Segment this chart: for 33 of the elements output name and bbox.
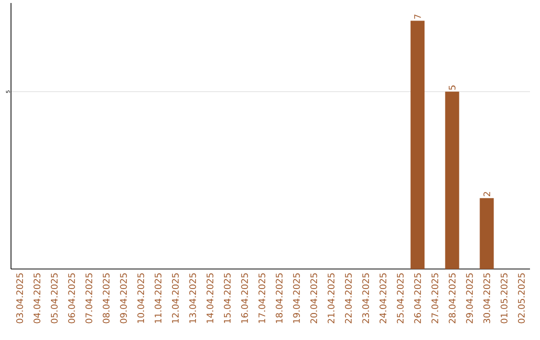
x-tick-label: 17.04.2025 [258,273,266,323]
x-tick-label: 13.04.2025 [189,273,196,323]
x-tick-label: 29.04.2025 [466,273,473,324]
x-tick-label: 24.04.2025 [380,273,386,324]
x-tick-label: 01.05.2025 [500,273,508,324]
x-tick-label: 23.04.2025 [362,273,370,324]
x-tick-label: 12.04.2025 [172,273,179,323]
x-tick-label: 20.04.2025 [310,273,318,324]
x-tick-label: 28.04.2025 [448,273,456,324]
x-tick-label: 08.04.2025 [102,273,110,324]
x-tick-label: 22.04.2025 [344,273,352,324]
data-label: 5 [448,86,456,90]
x-tick-label: 16.04.2025 [241,273,248,323]
x-tick-label: 09.04.2025 [120,273,127,324]
x-tick-label: 03.04.2025 [16,273,24,324]
data-label: 7 [414,14,421,19]
x-tick-label: 11.04.2025 [154,273,162,323]
x-tick-label: 19.04.2025 [293,273,300,323]
x-tick-label: 06.04.2025 [68,273,75,324]
x-tick-label: 30.04.2025 [483,273,490,324]
x-tick-label: 10.04.2025 [137,273,144,323]
x-tick-label: 25.04.2025 [396,273,404,324]
x-tick-label: 18.04.2025 [276,273,283,323]
x-tick-label: 14.04.2025 [206,273,214,323]
x-tick-label: 15.04.2025 [224,273,231,323]
x-tick-label: 05.04.2025 [50,273,58,324]
x-tick-label: 21.04.2025 [328,273,334,324]
x-tick-label: 26.04.2025 [414,273,421,324]
data-label: 2 [483,192,490,196]
x-tick-label: 27.04.2025 [431,273,438,324]
x-tick-label: 07.04.2025 [85,273,92,324]
x-tick-label: 04.04.2025 [34,273,40,324]
x-tick-label: 02.05.2025 [518,273,525,324]
